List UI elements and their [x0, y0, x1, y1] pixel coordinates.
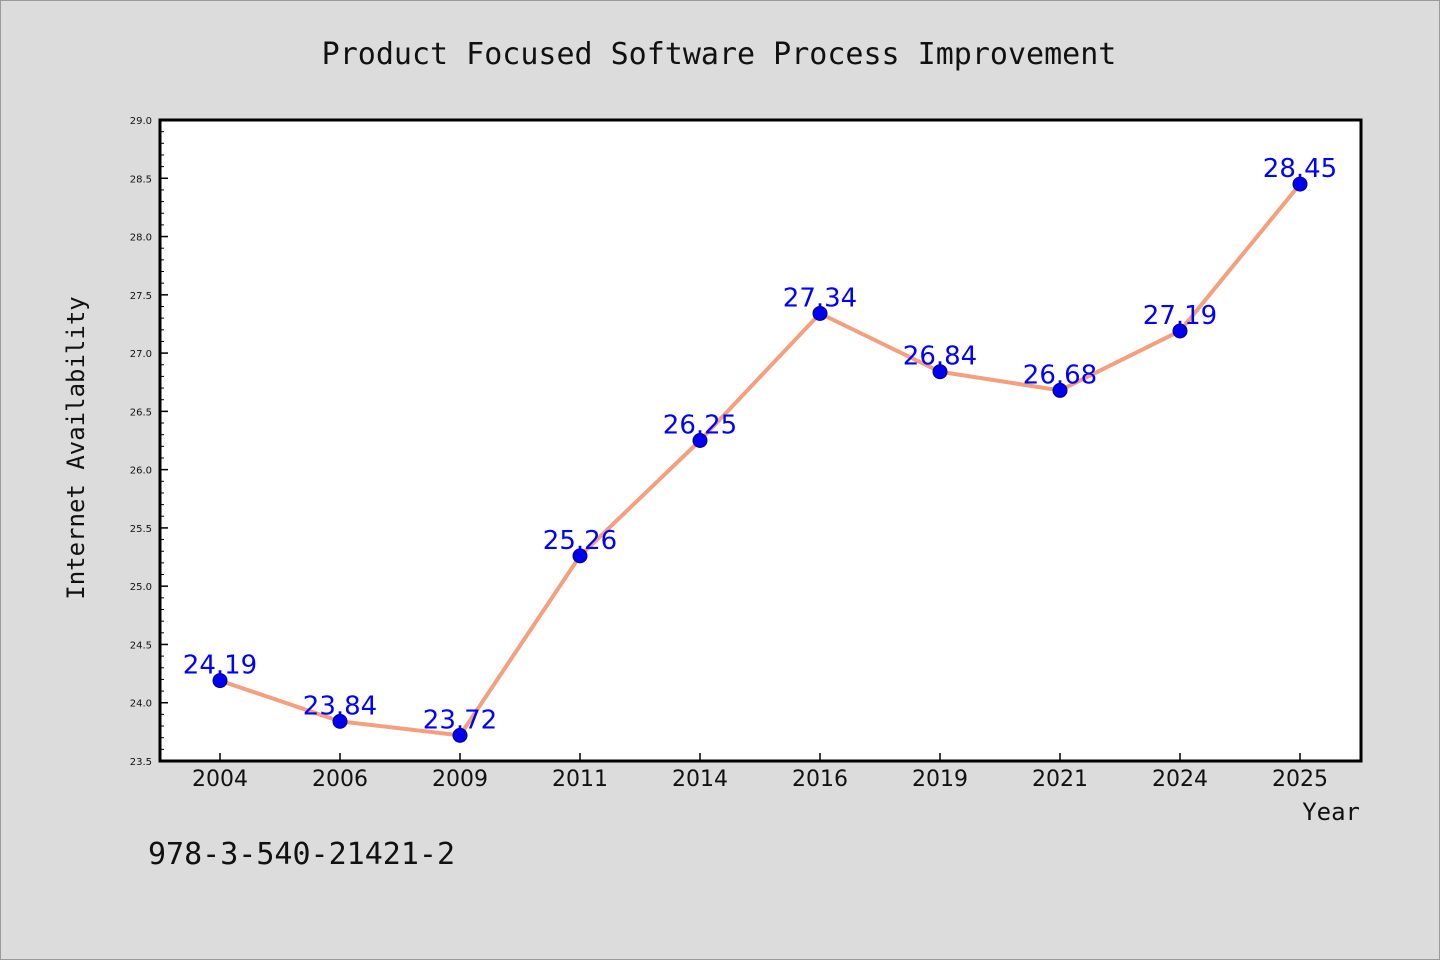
x-tick-label: 2019 [912, 767, 968, 792]
data-label: 27.34 [783, 283, 857, 313]
x-tick-label: 2006 [312, 767, 368, 792]
y-tick-label: 26.0 [130, 466, 152, 477]
x-tick-label: 2021 [1032, 767, 1088, 792]
y-tick-label: 29.0 [130, 116, 152, 127]
y-axis-label: Internet Availability [62, 296, 90, 599]
x-axis: 2004 2006 2009 2011 2014 2016 2019 2021 2024 2025 [192, 753, 1328, 792]
data-label: 27.19 [1143, 301, 1217, 331]
markers [212, 176, 1308, 743]
data-point [932, 364, 948, 380]
data-point [1292, 176, 1308, 192]
y-tick-label: 26.5 [130, 407, 152, 418]
x-tick-label: 2014 [672, 767, 728, 792]
data-label: 28.45 [1263, 154, 1337, 184]
data-label: 23.72 [423, 705, 497, 735]
y-tick-label: 23.5 [130, 757, 152, 768]
y-tick-label: 27.5 [130, 291, 152, 302]
x-tick-label: 2011 [552, 767, 608, 792]
data-label: 24.19 [183, 651, 257, 681]
data-point [1052, 382, 1068, 398]
x-axis-label: Year [1302, 798, 1360, 826]
plot-area [158, 118, 1363, 763]
series-line [219, 182, 1302, 738]
data-label: 26.25 [663, 411, 737, 441]
data-point [212, 673, 228, 689]
x-tick-label: 2025 [1272, 767, 1328, 792]
data-point [692, 433, 708, 448]
x-tick-label: 2024 [1152, 767, 1208, 792]
y-tick-label: 28.0 [130, 233, 152, 244]
isbn-text: 978-3-540-21421-2 [148, 837, 455, 872]
x-tick-label: 2016 [792, 767, 848, 792]
data-labels: 24.19 23.84 23.72 25.26 26.25 27.34 26.84 26.68… [183, 154, 1337, 735]
chart-title: Product Focused Software Process Improve… [322, 37, 1117, 72]
data-label: 23.84 [303, 691, 377, 721]
data-point [452, 727, 468, 743]
y-tick-label: 28.5 [130, 174, 152, 185]
y-axis: 23.5 24.0 24.5 25.0 25.5 26.0 26.5 27.0 27.5 28.0… [130, 116, 168, 768]
data-point [572, 548, 588, 564]
data-label: 26.68 [1023, 360, 1097, 390]
x-tick-label: 2009 [432, 767, 488, 792]
data-label: 26.84 [903, 342, 977, 372]
y-tick-label: 24.0 [130, 699, 152, 710]
y-tick-label: 24.5 [130, 640, 152, 651]
x-tick-label: 2004 [192, 767, 248, 792]
y-tick-label: 27.0 [130, 349, 152, 360]
data-point [1172, 323, 1188, 339]
data-point [812, 305, 828, 321]
y-tick-label: 25.0 [130, 582, 152, 593]
data-label: 25.26 [543, 526, 617, 556]
data-point [332, 713, 348, 729]
y-tick-label: 25.5 [130, 524, 152, 535]
